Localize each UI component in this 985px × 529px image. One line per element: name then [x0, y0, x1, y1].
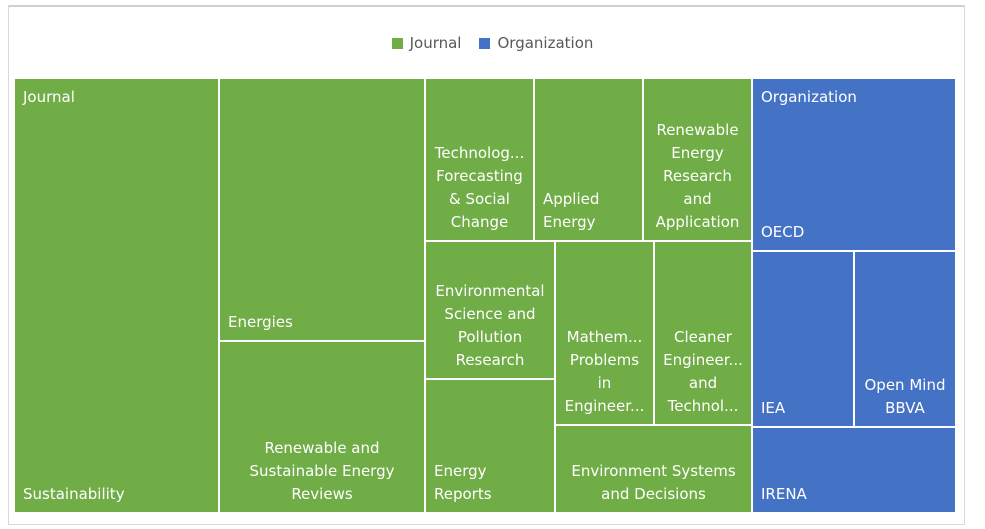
- cell-label: Energy Reports: [434, 462, 492, 503]
- cell-label: Technolog... Forecasting & Social Change: [434, 144, 525, 231]
- treemap-cell[interactable]: Applied Energy: [535, 79, 642, 240]
- cell-label: Open Mind BBVA: [864, 376, 946, 417]
- cell-label: Environment Systems and Decisions: [571, 462, 736, 503]
- legend-item-journal[interactable]: Journal: [391, 34, 462, 52]
- cell-label: Mathem... Problems in Engineer...: [564, 328, 645, 415]
- group-label: Journal: [23, 88, 75, 106]
- cell-label: Renewable Energy Research and Applicatio…: [655, 121, 740, 231]
- legend-swatch-journal: [391, 37, 403, 49]
- cell-label: IRENA: [761, 485, 807, 503]
- treemap-cell[interactable]: IEA: [753, 252, 853, 426]
- chart-frame: [8, 5, 965, 525]
- cell-label: Environmental Science and Pollution Rese…: [435, 282, 545, 369]
- cell-label: IEA: [761, 399, 786, 417]
- cell-label: OECD: [761, 223, 805, 241]
- treemap-cell[interactable]: Open Mind BBVA: [855, 252, 955, 426]
- treemap-cell[interactable]: Sustainability: [15, 79, 218, 512]
- cell-label: Energies: [228, 313, 293, 331]
- cell-label: Renewable and Sustainable Energy Reviews: [249, 439, 395, 503]
- legend: Journal Organization: [0, 34, 985, 52]
- legend-swatch-organization: [479, 37, 491, 49]
- cell-label: Applied Energy: [543, 190, 600, 231]
- legend-item-organization[interactable]: Organization: [479, 34, 593, 52]
- legend-label: Journal: [409, 34, 462, 52]
- cell-label: Sustainability: [23, 485, 125, 503]
- treemap-cell[interactable]: Mathem... Problems in Engineer...: [556, 242, 653, 424]
- treemap-cell[interactable]: Renewable and Sustainable Energy Reviews: [220, 342, 424, 512]
- treemap-cell[interactable]: Energy Reports: [426, 380, 554, 512]
- treemap-cell[interactable]: Technolog... Forecasting & Social Change: [426, 79, 533, 240]
- treemap-cell[interactable]: Energies: [220, 79, 424, 340]
- group-label: Organization: [761, 88, 857, 106]
- treemap-cell[interactable]: Cleaner Engineer... and Technol...: [655, 242, 751, 424]
- treemap-cell[interactable]: Environment Systems and Decisions: [556, 426, 751, 512]
- treemap-cell[interactable]: Environmental Science and Pollution Rese…: [426, 242, 554, 378]
- treemap-cell[interactable]: IRENA: [753, 428, 955, 512]
- treemap-cell[interactable]: Renewable Energy Research and Applicatio…: [644, 79, 751, 240]
- legend-label: Organization: [497, 34, 594, 52]
- treemap-cell[interactable]: OECD: [753, 79, 955, 250]
- cell-label: Cleaner Engineer... and Technol...: [663, 328, 743, 415]
